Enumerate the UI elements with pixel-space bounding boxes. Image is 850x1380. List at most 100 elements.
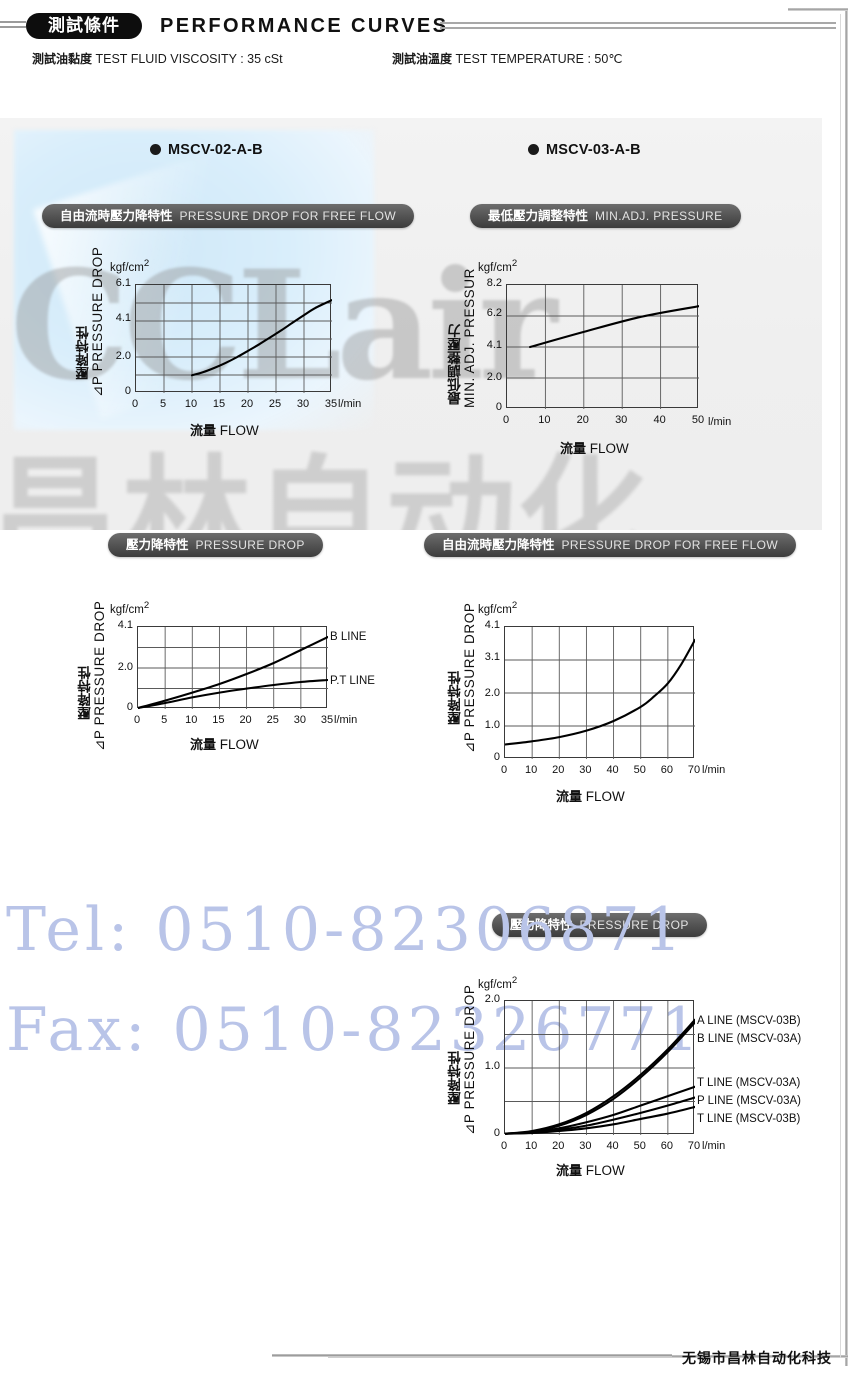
chart1-xlabel-cn: 流量 <box>190 424 217 439</box>
section-pill-min-adj-pressure: 最低壓力調整特性 MIN.ADJ. PRESSURE <box>470 204 741 228</box>
chart4-x-unit: l/min <box>702 764 726 776</box>
c2-ytick: 6.2 <box>486 307 502 320</box>
c5-ytick: 1.0 <box>484 1060 500 1072</box>
chart3-xlabel-en: FLOW <box>219 737 259 752</box>
chart3-plot-area <box>137 626 328 709</box>
section-pill-en: MIN.ADJ. PRESSURE <box>595 209 723 223</box>
c5-ytick: 2.0 <box>484 993 500 1005</box>
chart2-y-unit: kgf/cm2 <box>478 258 518 274</box>
chart4-xlabel-en: FLOW <box>585 789 625 804</box>
chart5-ylabel-cn: 壓降特性 <box>448 1051 464 1105</box>
chart4-plot-area <box>504 626 695 759</box>
c1-ytick: 6.1 <box>115 277 131 289</box>
c2-xtick: 50 <box>691 414 705 426</box>
section-pill-free-flow-02: 自由流時壓力降特性 PRESSURE DROP FOR FREE FLOW <box>42 204 415 228</box>
section-pill-pressure-drop-03: 壓力降特性 PRESSURE DROP <box>492 913 707 937</box>
c3-xtick: 35 <box>320 714 334 726</box>
c3-xtick: 0 <box>133 714 141 726</box>
c4-xtick: 0 <box>500 764 508 776</box>
c1-xtick: 30 <box>296 398 310 410</box>
c1-xtick: 35 <box>324 398 338 410</box>
page-title: PERFORMANCE CURVES <box>160 15 449 37</box>
c3-xtick: 30 <box>293 714 306 726</box>
watermark-logo-cn: 昌林自动化 <box>0 442 651 530</box>
c2-ytick: 8.2 <box>486 277 502 289</box>
c5-xtick: 0 <box>500 1140 508 1152</box>
c2-xtick: 20 <box>576 414 589 426</box>
chart2-x-unit: l/min <box>708 416 732 428</box>
chart1-x-unit: l/min <box>338 398 362 410</box>
c5-ytick: 0 <box>493 1127 500 1139</box>
c5-xtick: 10 <box>525 1140 538 1152</box>
chart5-xlabel-cn: 流量 <box>556 1164 583 1179</box>
model-title-right-text: MSCV-03-A-B <box>546 142 641 158</box>
section-pill-free-flow-03: 自由流時壓力降特性 PRESSURE DROP FOR FREE FLOW <box>424 533 797 557</box>
footer-company: 无锡市昌林自动化科技 <box>682 1351 832 1367</box>
chart1-plot-area <box>135 284 332 393</box>
section-pill-en: PRESSURE DROP FOR FREE FLOW <box>179 209 397 223</box>
c2-ytick: 2.0 <box>486 370 502 383</box>
chart3-xlabel-cn: 流量 <box>190 738 217 753</box>
viscosity-label-en: TEST FLUID VISCOSITY : 35 cSt <box>95 52 283 66</box>
temperature-label-cn: 測試油溫度 <box>392 52 453 66</box>
c4-xtick: 30 <box>579 764 592 776</box>
test-conditions-row: 測試油黏度 TEST FLUID VISCOSITY : 35 cSt 測試油溫… <box>0 48 850 72</box>
section-pill-pressure-drop-02: 壓力降特性 PRESSURE DROP <box>108 533 323 557</box>
chart5-plot-area <box>504 1000 695 1135</box>
test-condition-viscosity: 測試油黏度 TEST FLUID VISCOSITY : 35 cSt <box>32 50 283 67</box>
frame-border-inner <box>840 14 841 1358</box>
c5-xtick: 50 <box>633 1140 646 1152</box>
chart5-series-label-b-line: B LINE (MSCV-03A) <box>697 1033 802 1045</box>
section-pill-cn: 壓力降特性 <box>510 917 573 932</box>
c1-xtick: 5 <box>159 398 167 410</box>
chart2-ylabel-cn: 最低調整壓力 <box>448 324 464 405</box>
header-rule-decoration <box>440 22 836 30</box>
c1-ytick: 0 <box>124 385 131 397</box>
frame-border-top <box>788 8 848 11</box>
c5-xtick: 30 <box>579 1140 592 1152</box>
c4-xtick: 40 <box>606 764 619 776</box>
section-pill-cn: 自由流時壓力降特性 <box>442 537 555 552</box>
chart1-y-unit: kgf/cm2 <box>110 258 150 274</box>
header-dash-decoration <box>0 21 26 30</box>
chart4-xlabel-cn: 流量 <box>556 790 583 805</box>
chart4-y-unit: kgf/cm2 <box>478 600 518 616</box>
chart4-ylabel-cn: 壓降特性 <box>448 671 464 725</box>
chart1-xlabel-en: FLOW <box>219 423 259 438</box>
chart3-y-unit: kgf/cm2 <box>110 600 150 616</box>
c5-xtick: 20 <box>552 1140 565 1152</box>
c3-xtick: 10 <box>185 714 198 726</box>
c2-ytick: 0 <box>495 401 502 413</box>
model-title-left-text: MSCV-02-A-B <box>168 142 263 158</box>
c2-xtick: 10 <box>538 414 551 426</box>
c4-xtick: 70 <box>687 764 701 776</box>
section-pill-en: PRESSURE DROP <box>579 918 689 932</box>
model-title-right: MSCV-03-A-B <box>528 142 641 158</box>
chart5-series-label-p-line-a: P LINE (MSCV-03A) <box>697 1095 801 1107</box>
header-pill-label: 測試條件 <box>26 13 142 39</box>
c1-xtick: 25 <box>268 398 282 410</box>
c5-xtick: 40 <box>606 1140 619 1152</box>
chart2-xlabel: 流量 FLOW <box>560 438 629 457</box>
c3-ytick: 2.0 <box>117 661 133 673</box>
chart1-ylabel-cn: 壓降特性 <box>76 326 92 380</box>
c4-xtick: 50 <box>633 764 646 776</box>
chart5-series-label-a-line: A LINE (MSCV-03B) <box>697 1015 801 1027</box>
c1-ytick: 2.0 <box>115 349 131 362</box>
section-pill-cn: 自由流時壓力降特性 <box>60 208 173 223</box>
bullet-icon <box>528 144 539 155</box>
chart2-xlabel-cn: 流量 <box>560 442 587 457</box>
chart5-x-unit: l/min <box>702 1140 726 1152</box>
c4-xtick: 20 <box>552 764 565 776</box>
c2-xtick: 0 <box>502 414 510 426</box>
c2-ytick: 4.1 <box>486 339 502 351</box>
c5-xtick: 70 <box>687 1140 701 1152</box>
c1-xtick: 20 <box>240 398 254 410</box>
test-condition-temperature: 測試油溫度 TEST TEMPERATURE : 50℃ <box>392 50 622 67</box>
chart2-plot-area <box>506 284 699 409</box>
c2-xtick: 30 <box>615 414 628 426</box>
section-pill-en: PRESSURE DROP <box>195 538 305 552</box>
section-pill-en: PRESSURE DROP FOR FREE FLOW <box>561 538 779 552</box>
chart3-xlabel: 流量 FLOW <box>190 734 259 753</box>
chart5-xlabel: 流量 FLOW <box>556 1160 625 1179</box>
